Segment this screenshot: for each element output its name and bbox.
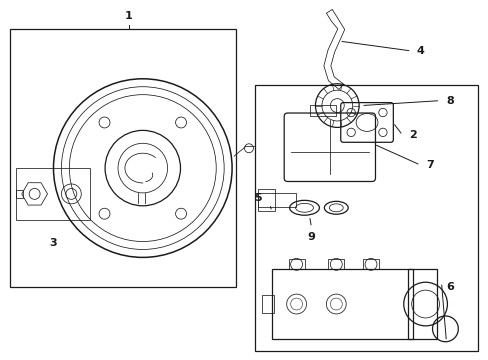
Bar: [407, 269, 437, 339]
Bar: [362, 260, 378, 269]
Text: 9: 9: [307, 231, 315, 242]
Bar: [257, 193, 295, 207]
Bar: [309, 105, 335, 117]
Text: 6: 6: [446, 282, 453, 292]
Text: 1: 1: [125, 11, 133, 21]
Bar: [254, 85, 477, 351]
Text: 3: 3: [50, 238, 57, 248]
Bar: [262, 295, 273, 313]
Text: 2: 2: [408, 130, 416, 140]
Text: 5: 5: [254, 193, 262, 203]
Text: 8: 8: [446, 96, 453, 105]
Bar: [327, 260, 344, 269]
Bar: [10, 29, 236, 287]
Bar: [16, 190, 22, 198]
Bar: [257, 189, 274, 211]
Bar: [271, 269, 412, 339]
Text: 7: 7: [426, 160, 433, 170]
Bar: [16, 168, 90, 220]
Bar: [288, 260, 304, 269]
Text: 4: 4: [416, 46, 424, 56]
